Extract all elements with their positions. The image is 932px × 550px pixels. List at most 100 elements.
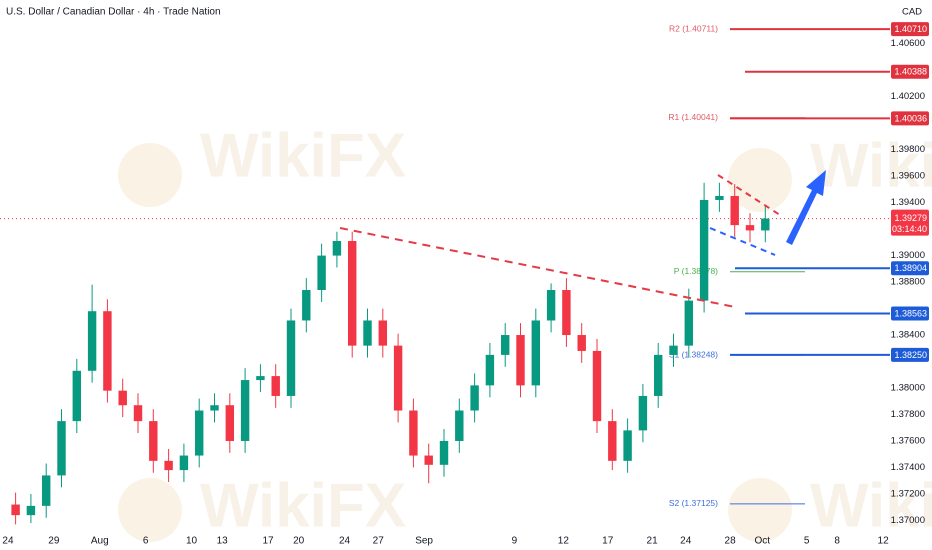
candle-body	[41, 475, 51, 506]
watermarks: WikiFX WikiFX WikiFX WikiFX	[118, 121, 932, 542]
currency: CAD	[902, 7, 922, 18]
candle-body	[87, 311, 97, 371]
x-tick-label: 12	[878, 536, 890, 547]
candle-body	[638, 395, 648, 431]
y-tick-label: 1.40600	[891, 38, 925, 49]
candle-body	[761, 218, 770, 231]
candle-body	[271, 376, 280, 396]
candle-body	[653, 354, 663, 396]
x-tick-label: 24	[2, 536, 14, 547]
candle-body	[669, 345, 678, 355]
watermark: WikiFX	[810, 131, 932, 200]
candle-body	[500, 335, 510, 355]
x-tick-label: 5	[804, 536, 810, 547]
x-tick-label: 9	[512, 536, 518, 547]
x-tick-label: 24	[680, 536, 692, 547]
x-tick-label: 12	[558, 536, 570, 547]
candle-body	[332, 241, 342, 256]
x-tick-label: Oct	[754, 536, 770, 547]
channel-upper	[717, 174, 781, 216]
x-tick-label: 6	[143, 536, 149, 547]
candle-body	[730, 195, 739, 226]
candle-body	[424, 455, 433, 465]
watermark-logo	[118, 478, 182, 542]
candle-body	[210, 405, 219, 411]
level-label: 1.38904	[894, 263, 927, 273]
candle-body	[378, 320, 388, 346]
candle-body	[470, 385, 479, 411]
countdown: 03:14:40	[892, 224, 927, 234]
watermark: WikiFX	[200, 471, 406, 540]
x-tick-label: 21	[647, 536, 659, 547]
candle-body	[72, 370, 82, 422]
y-tick-label: 1.38800	[891, 277, 925, 288]
y-tick-label: 1.37400	[891, 462, 925, 473]
last-price-box	[891, 209, 929, 236]
candle-body	[240, 380, 250, 441]
x-tick-label: 20	[293, 536, 305, 547]
candle-body	[393, 345, 403, 411]
level-box	[891, 22, 929, 37]
candle-body	[745, 225, 755, 231]
candle-body	[302, 290, 311, 321]
x-tick-label: 17	[602, 536, 614, 547]
x-tick-label: Aug	[91, 536, 109, 547]
level-box	[891, 111, 929, 126]
x-tick-label: Sep	[415, 536, 433, 547]
y-tick-label: 1.37200	[891, 488, 925, 499]
channel-lower	[709, 227, 776, 256]
x-tick-label: 28	[725, 536, 737, 547]
candle-body	[684, 300, 694, 346]
y-tick-label: 1.39400	[891, 197, 925, 208]
candle-body	[57, 421, 66, 476]
watermark: WikiFX	[810, 471, 932, 540]
watermark: WikiFX	[200, 121, 406, 190]
x-tick-label: 24	[339, 536, 351, 547]
level-box	[891, 261, 929, 276]
watermark-logo	[728, 148, 792, 212]
y-tick-label: 1.37800	[891, 409, 925, 420]
level-box	[891, 347, 929, 362]
level-label: 1.40388	[894, 67, 927, 77]
watermark-logo	[118, 143, 182, 207]
candle-body	[562, 290, 571, 336]
y-tick-label: 1.40200	[891, 91, 925, 102]
candle-body	[715, 195, 724, 200]
candle-body	[608, 421, 617, 461]
candle-body	[623, 430, 632, 461]
plot: R2 (1.40711) R1 (1.40041) P (1.38878) S1 (1…	[0, 23, 890, 525]
pivot-label: S2 (1.37125)	[669, 498, 718, 508]
candle-body	[577, 335, 586, 351]
level-box	[891, 306, 929, 321]
chart-title: U.S. Dollar / Canadian Dollar · 4h · Tra…	[6, 7, 221, 18]
y-tick-label: 1.37600	[891, 435, 925, 446]
trend-line	[339, 227, 736, 308]
candle-body	[347, 241, 357, 346]
candle-body	[363, 320, 372, 346]
y-tick-label: 1.38400	[891, 330, 925, 341]
y-tick-label: 1.39600	[891, 171, 925, 182]
candle-body	[256, 376, 265, 381]
candle-body	[26, 505, 36, 516]
price-axis: 1.37000 1.37200 1.37400 1.37600 1.37800 1.380…	[891, 22, 929, 526]
candle-body	[118, 390, 127, 406]
pivot-label: R1 (1.40041)	[668, 112, 718, 122]
candle-body	[546, 290, 556, 321]
y-tick-label: 1.37000	[891, 515, 925, 526]
candle-body	[317, 255, 326, 291]
candle-body	[531, 320, 541, 386]
candle-body	[225, 405, 235, 441]
last-price-label: 1.39279	[894, 213, 927, 223]
candle-body	[455, 410, 464, 441]
pivot-label: R2 (1.40711)	[669, 23, 718, 33]
x-tick-label: 8	[834, 536, 840, 547]
candle-body	[699, 199, 709, 301]
candle-body	[485, 354, 495, 386]
candle-body	[149, 421, 158, 461]
candle-body	[103, 311, 112, 391]
level-box	[891, 64, 929, 79]
x-tick-label: 13	[217, 536, 229, 547]
y-tick-label: 1.39800	[891, 144, 925, 155]
